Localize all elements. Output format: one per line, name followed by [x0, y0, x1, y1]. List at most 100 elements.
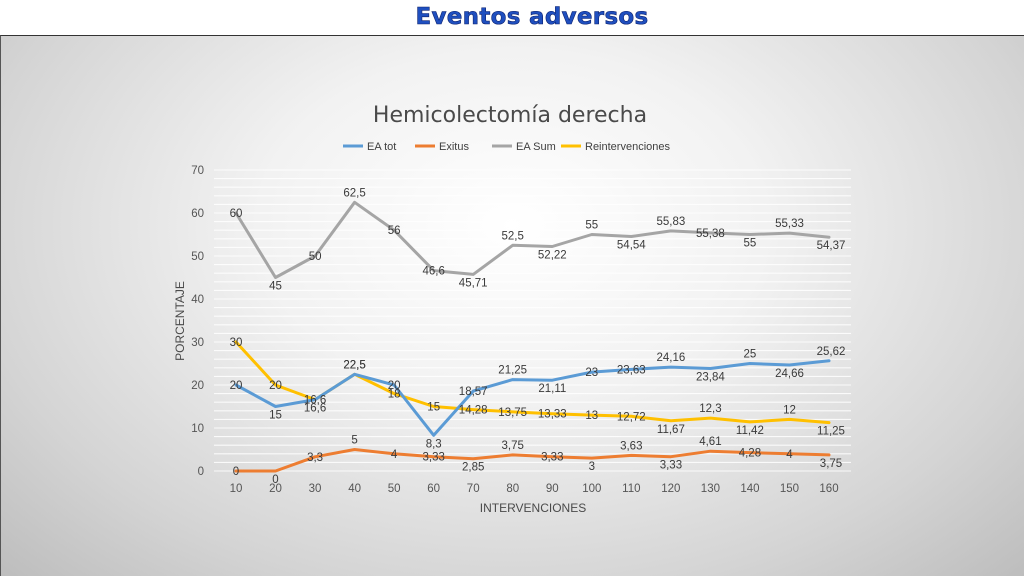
x-tick-label: 90	[546, 483, 559, 495]
data-label: 45,71	[459, 277, 488, 289]
x-tick-label: 80	[506, 483, 519, 495]
y-tick-label: 70	[191, 165, 204, 177]
data-label: 3,75	[820, 458, 842, 470]
x-tick-label: 140	[740, 483, 759, 495]
data-label: 55	[744, 238, 757, 250]
data-label: 55,38	[696, 228, 725, 240]
y-axis-label: PORCENTAJE	[173, 281, 187, 361]
data-label: 56	[388, 225, 401, 237]
x-tick-label: 10	[230, 483, 243, 495]
data-label: 52,5	[502, 230, 524, 242]
data-label: 11,67	[657, 424, 685, 436]
data-labels: 20 15 16,6 22,5 20 8,3 18,57 21,25 21,11 23 23,63 2…	[230, 187, 846, 486]
data-label: 2,85	[462, 462, 484, 474]
data-label: 30	[230, 337, 243, 349]
x-axis-ticks: 10 20 30 40 50 60 70 80 90 100 110 120 130 140 150 160	[230, 483, 839, 495]
data-label: 12,72	[617, 411, 646, 423]
x-tick-label: 160	[819, 483, 838, 495]
x-tick-label: 150	[780, 483, 799, 495]
data-label: 60	[230, 208, 243, 220]
data-label: 13	[585, 410, 598, 422]
data-label: 4,28	[739, 448, 761, 460]
data-label: 21,11	[538, 383, 566, 395]
chart-title: Hemicolectomía derecha	[373, 103, 647, 128]
data-label: 23,84	[696, 372, 725, 384]
chart-panel: Hemicolectomía derecha 0 10 20 30 40 50 60 70 1…	[0, 35, 1024, 576]
data-label: 46,6	[423, 266, 445, 278]
legend-entry: Reintervenciones	[585, 141, 670, 153]
data-label: 24,66	[775, 368, 804, 380]
x-tick-label: 100	[582, 483, 601, 495]
chart-legend: EA tot Exitus EA Sum Reintervenciones	[343, 141, 670, 153]
data-label: 15	[427, 402, 440, 414]
legend-entry: EA tot	[367, 141, 396, 153]
data-label: 25,62	[817, 346, 846, 358]
data-label: 14,28	[459, 405, 488, 417]
series-line-exitus	[234, 448, 831, 473]
x-tick-label: 120	[661, 483, 680, 495]
data-label: 25	[744, 349, 757, 361]
y-tick-label: 30	[191, 337, 204, 349]
x-tick-label: 60	[427, 483, 440, 495]
data-label: 23,63	[617, 364, 646, 376]
data-label: 20	[388, 380, 401, 392]
series-line-ea-tot	[234, 359, 831, 437]
data-label: 4,61	[699, 436, 721, 448]
data-label: 3	[589, 461, 595, 473]
data-label: 18	[388, 389, 401, 401]
data-label: 4	[786, 449, 793, 461]
x-tick-label: 70	[467, 483, 480, 495]
data-label: 52,22	[538, 250, 567, 262]
data-label: 13,75	[498, 407, 527, 419]
data-label: 24,16	[657, 352, 686, 364]
data-label: 45	[269, 281, 282, 293]
data-label: 18,57	[459, 386, 488, 398]
data-label: 8,3	[426, 438, 442, 450]
data-label: 23	[585, 367, 598, 379]
data-label: 3,33	[541, 452, 563, 464]
data-label: 13,33	[538, 409, 567, 421]
x-tick-label: 110	[622, 483, 640, 495]
data-label: 21,25	[498, 365, 527, 377]
data-label: 3,75	[502, 440, 524, 452]
x-axis-label: INTERVENCIONES	[480, 501, 586, 515]
data-label: 11,42	[736, 425, 764, 437]
legend-entry: Exitus	[439, 141, 469, 153]
data-label: 54,37	[817, 240, 846, 252]
data-label: 55,33	[775, 218, 804, 230]
y-tick-label: 50	[191, 251, 204, 263]
data-label: 54,54	[617, 240, 646, 252]
legend-entry: EA Sum	[516, 141, 556, 153]
y-tick-label: 20	[191, 380, 204, 392]
series-lines	[234, 200, 831, 473]
data-label: 20	[230, 380, 243, 392]
data-label: 11,25	[817, 426, 845, 438]
data-label: 3,63	[620, 440, 642, 452]
data-label: 22,5	[343, 359, 365, 371]
data-label: 15	[269, 410, 282, 422]
data-label: 0	[272, 474, 278, 486]
x-tick-label: 50	[388, 483, 401, 495]
series-line-ea-sum	[234, 200, 831, 279]
x-tick-label: 30	[309, 483, 322, 495]
data-label: 4	[391, 449, 398, 461]
data-label: 22,5	[343, 359, 365, 371]
data-label: 5	[351, 435, 357, 447]
y-tick-label: 60	[191, 208, 204, 220]
y-tick-label: 10	[191, 423, 204, 435]
data-label: 12	[783, 404, 796, 416]
data-label: 12,3	[699, 403, 721, 415]
data-label: 3,33	[423, 452, 445, 464]
x-tick-label: 20	[269, 483, 282, 495]
data-label: 55	[585, 220, 598, 232]
x-tick-label: 40	[348, 483, 361, 495]
y-tick-label: 0	[198, 466, 204, 478]
data-label: 16,6	[304, 395, 326, 407]
x-tick-label: 130	[701, 483, 720, 495]
data-label: 3,33	[660, 460, 682, 472]
data-label: 50	[309, 251, 322, 263]
data-label: 0	[233, 466, 239, 478]
y-axis-ticks: 0 10 20 30 40 50 60 70	[191, 165, 204, 478]
data-label: 62,5	[343, 187, 365, 199]
